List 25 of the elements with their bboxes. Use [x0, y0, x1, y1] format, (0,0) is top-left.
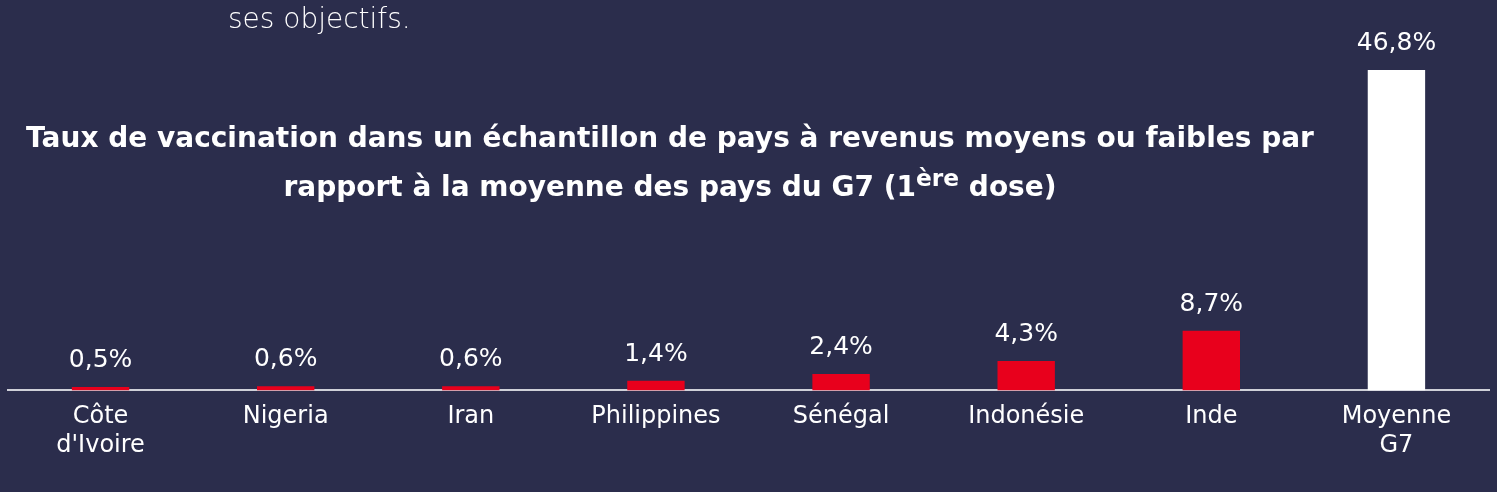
data-label: 2,4%: [809, 330, 873, 360]
data-label: 4,3%: [994, 317, 1058, 347]
bar: [256, 386, 315, 391]
bar: [627, 380, 685, 391]
data-label: 0,5%: [68, 343, 133, 373]
x-tick-label: Nigeria: [242, 401, 329, 430]
x-tick-label: Inde: [1185, 401, 1238, 430]
x-tick-label: Moyenne G7: [1341, 401, 1452, 458]
data-label: 1,4%: [624, 337, 688, 367]
bar: [812, 373, 870, 391]
x-tick-label: Côte d'Ivoire: [56, 401, 145, 458]
bar: [997, 360, 1055, 391]
x-tick-label: Iran: [447, 401, 495, 430]
bar: [442, 386, 500, 391]
x-tick-label: Philippines: [591, 401, 721, 430]
x-tick-label: Sénégal: [792, 401, 890, 430]
text: ses objectifs.: [228, 2, 411, 35]
data-label: 0,6%: [439, 343, 503, 373]
data-label: 0,6%: [253, 343, 318, 373]
data-label: 8,7%: [1179, 287, 1244, 317]
text: Taux de vaccination dans un échantillon de pays à revenus moyens ou faibles par rapport à la moyenne des pays du G7 (1$^{ère}$ dose): [25, 120, 1315, 206]
x-tick-label: Indonésie: [968, 401, 1085, 430]
bar: [1367, 70, 1426, 391]
data-label: 46,8%: [1356, 27, 1437, 56]
bar: [1182, 330, 1241, 391]
